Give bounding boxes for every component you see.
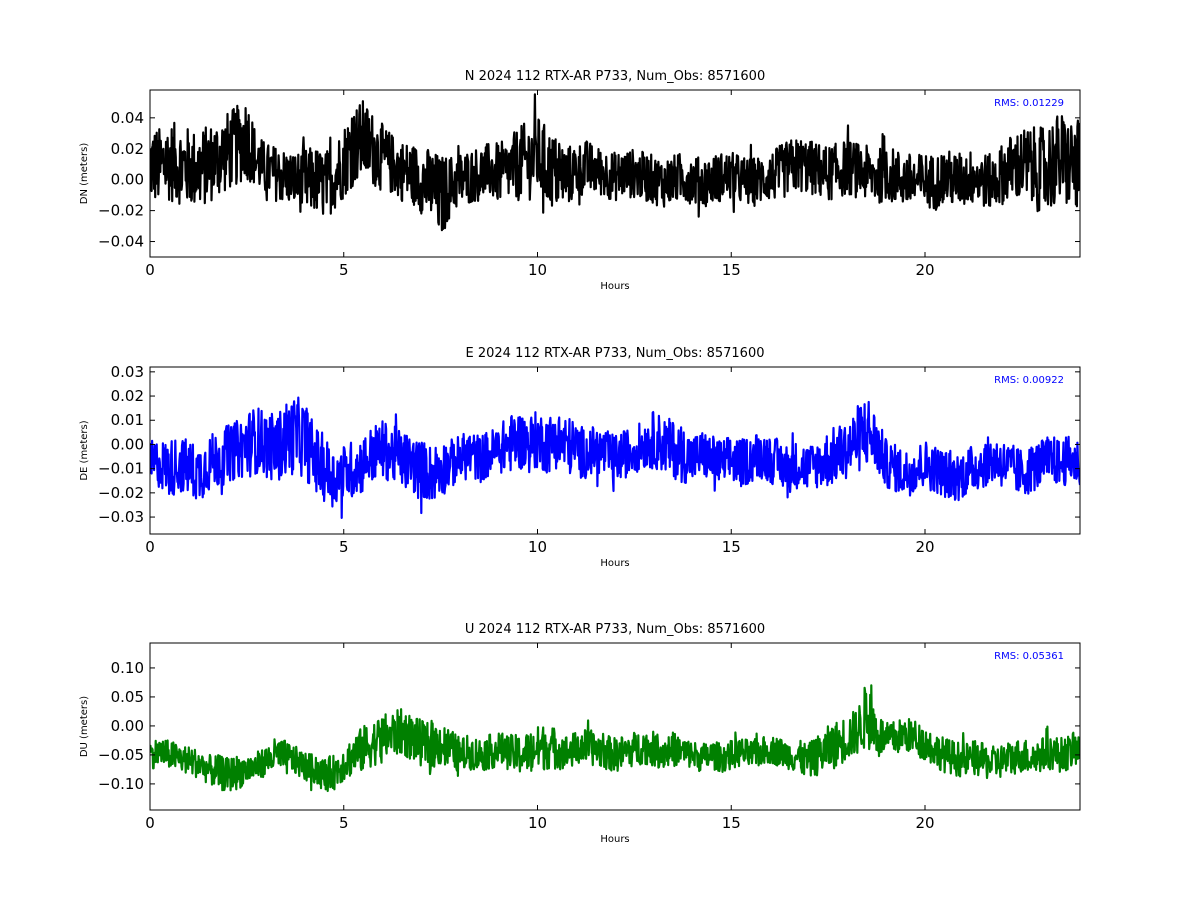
x-tick-label: 0 [145, 538, 155, 556]
y-tick-label: 0.10 [111, 659, 144, 677]
chart-panel-0: N 2024 112 RTX-AR P733, Num_Obs: 8571600… [79, 69, 1081, 292]
x-axis-label: Hours [600, 558, 629, 569]
y-tick-label: 0.03 [111, 363, 144, 381]
x-tick-label: 5 [339, 261, 349, 279]
y-tick-label: −0.05 [98, 746, 144, 764]
x-tick-label: 20 [915, 261, 934, 279]
y-axis-label: DN (meters) [79, 143, 90, 205]
y-tick-label: 0.00 [111, 435, 144, 453]
data-series-line [150, 684, 1080, 793]
y-tick-label: 0.00 [111, 717, 144, 735]
y-tick-label: −0.01 [98, 460, 144, 478]
rms-annotation: RMS: 0.01229 [994, 98, 1064, 109]
x-tick-label: 10 [528, 814, 547, 832]
x-axis-label: Hours [600, 281, 629, 292]
y-tick-label: −0.02 [98, 202, 144, 220]
y-tick-label: 0.00 [111, 171, 144, 189]
chart-title: N 2024 112 RTX-AR P733, Num_Obs: 8571600 [465, 69, 765, 84]
chart-panel-1: E 2024 112 RTX-AR P733, Num_Obs: 8571600… [79, 346, 1081, 569]
x-tick-label: 5 [339, 814, 349, 832]
data-series-line [150, 396, 1080, 520]
chart-title: E 2024 112 RTX-AR P733, Num_Obs: 8571600 [466, 346, 765, 361]
y-tick-label: 0.05 [111, 688, 144, 706]
rms-annotation: RMS: 0.00922 [994, 375, 1064, 386]
x-tick-label: 15 [722, 814, 741, 832]
x-tick-label: 20 [915, 814, 934, 832]
y-tick-label: 0.02 [111, 387, 144, 405]
chart-title: U 2024 112 RTX-AR P733, Num_Obs: 8571600 [465, 622, 765, 637]
y-axis-label: DU (meters) [79, 696, 90, 757]
x-tick-label: 0 [145, 814, 155, 832]
x-tick-label: 10 [528, 261, 547, 279]
y-axis-label: DE (meters) [79, 420, 90, 480]
y-tick-label: −0.10 [98, 775, 144, 793]
y-tick-label: −0.03 [98, 508, 144, 526]
axes-frame [149, 366, 1081, 535]
x-tick-label: 15 [722, 261, 741, 279]
y-tick-label: 0.01 [111, 411, 144, 429]
y-tick-label: 0.04 [111, 109, 144, 127]
y-tick-label: −0.02 [98, 484, 144, 502]
x-tick-label: 5 [339, 538, 349, 556]
x-tick-label: 15 [722, 538, 741, 556]
y-tick-label: 0.02 [111, 140, 144, 158]
x-tick-label: 10 [528, 538, 547, 556]
x-axis-label: Hours [600, 834, 629, 845]
x-tick-label: 20 [915, 538, 934, 556]
y-tick-label: −0.04 [98, 233, 144, 251]
data-series-line [150, 93, 1080, 232]
x-tick-label: 0 [145, 261, 155, 279]
axes-frame [149, 642, 1081, 811]
axes-frame [149, 89, 1081, 258]
chart-panel-2: U 2024 112 RTX-AR P733, Num_Obs: 8571600… [79, 622, 1081, 845]
rms-annotation: RMS: 0.05361 [994, 651, 1064, 662]
